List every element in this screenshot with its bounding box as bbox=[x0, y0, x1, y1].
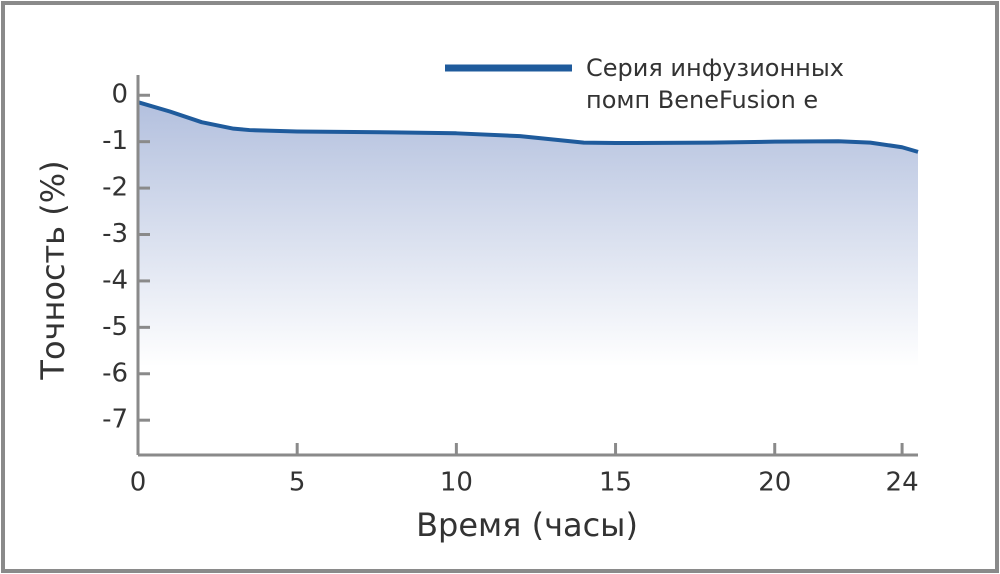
x-tick-label: 24 bbox=[886, 468, 919, 498]
x-tick-label: 20 bbox=[758, 468, 791, 498]
line bbox=[137, 100, 919, 154]
x-tick-label: 10 bbox=[440, 468, 473, 498]
y-axis-title: Точность (%) bbox=[34, 160, 72, 380]
x-tick-label: 15 bbox=[599, 468, 632, 498]
y-tick-label: -3 bbox=[102, 219, 128, 249]
y-tick-label: -5 bbox=[102, 312, 128, 342]
y-tick-label: -7 bbox=[102, 405, 128, 435]
y-tick-label: -6 bbox=[102, 358, 128, 388]
y-tick-label: -1 bbox=[102, 126, 128, 156]
legend-label: Серия инфузионных помп BeneFusion e bbox=[586, 54, 845, 114]
x-tick-label: 0 bbox=[130, 468, 147, 498]
y-tick-label: -4 bbox=[102, 265, 128, 295]
x-tick-label: 5 bbox=[289, 468, 306, 498]
y-tick-label: -2 bbox=[102, 173, 128, 203]
x-axis-title: Время (часы) bbox=[416, 506, 638, 544]
y-tick-label: 0 bbox=[111, 80, 128, 110]
area bbox=[138, 102, 918, 456]
